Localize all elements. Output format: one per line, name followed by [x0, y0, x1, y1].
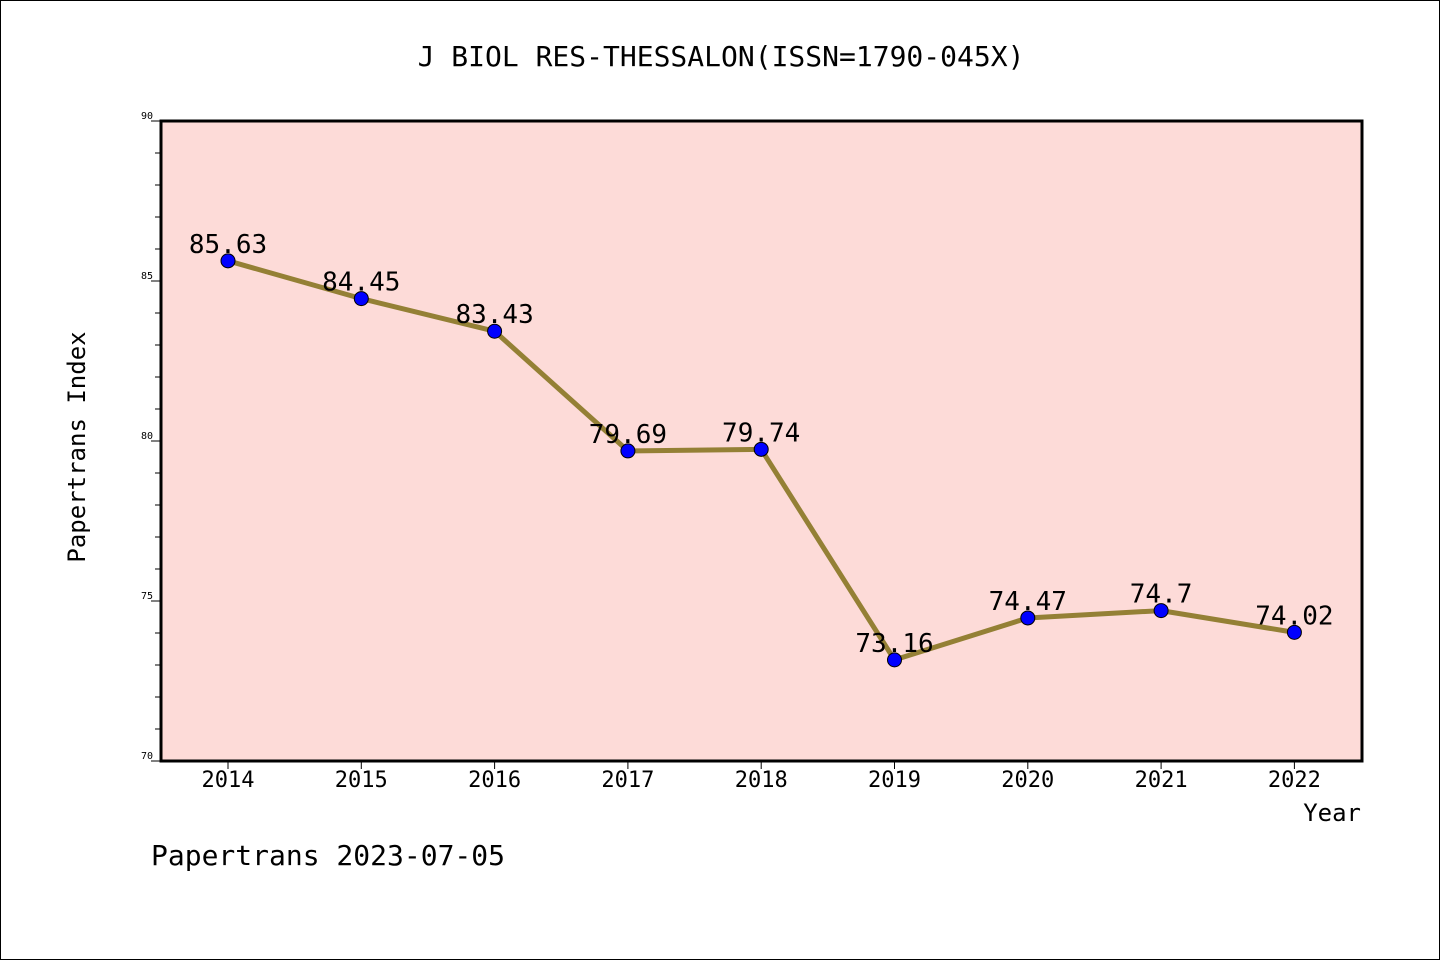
- data-label: 79.69: [589, 420, 667, 450]
- data-label: 73.16: [855, 629, 933, 659]
- chart-title: J BIOL RES-THESSALON(ISSN=1790-045X): [418, 40, 1025, 73]
- y-tick-label: 75: [141, 591, 153, 602]
- x-tick-label: 2014: [202, 768, 255, 793]
- x-tick-label: 2022: [1268, 768, 1321, 793]
- data-point: [1020, 610, 1036, 626]
- data-label: 84.45: [322, 268, 400, 298]
- plot-area: [159, 119, 1364, 763]
- data-labels: 85.63 84.45 83.43 79.69 79.74 73.16 74.47 74.7 7…: [189, 230, 1334, 659]
- data-label: 85.63: [189, 230, 267, 260]
- x-tick-label: 2016: [468, 768, 521, 793]
- data-point: [1153, 603, 1169, 619]
- data-point: [1286, 624, 1302, 640]
- x-tick-label: 2015: [335, 768, 388, 793]
- x-axis: 2014 2015 2016 2017 2018 2019 2020 2021 2022: [202, 761, 1321, 793]
- data-label: 79.74: [722, 418, 800, 448]
- y-axis: 70 75 80 85 90: [141, 111, 161, 762]
- x-tick-label: 2020: [1001, 768, 1054, 793]
- data-label: 74.47: [989, 587, 1067, 617]
- y-tick-label: 90: [141, 111, 153, 122]
- data-markers: [220, 253, 1302, 668]
- x-axis-label: Year: [1303, 799, 1361, 827]
- y-axis-label: Papertrans Index: [63, 331, 91, 562]
- y-tick-label: 70: [141, 751, 153, 762]
- x-tick-label: 2019: [868, 768, 921, 793]
- data-point: [487, 323, 503, 339]
- y-tick-label: 85: [141, 271, 153, 282]
- data-point: [887, 652, 902, 668]
- data-point: [220, 253, 236, 269]
- footer-text: Papertrans 2023-07-05: [151, 839, 505, 872]
- x-tick-label: 2018: [735, 768, 788, 793]
- data-point: [620, 443, 636, 459]
- x-tick-label: 2017: [601, 768, 654, 793]
- data-point: [753, 441, 769, 457]
- y-tick-label: 80: [141, 431, 153, 442]
- data-point: [353, 291, 369, 307]
- data-label: 83.43: [455, 300, 533, 330]
- data-label: 74.7: [1130, 580, 1193, 610]
- x-tick-label: 2021: [1135, 768, 1188, 793]
- data-label: 74.02: [1255, 601, 1333, 631]
